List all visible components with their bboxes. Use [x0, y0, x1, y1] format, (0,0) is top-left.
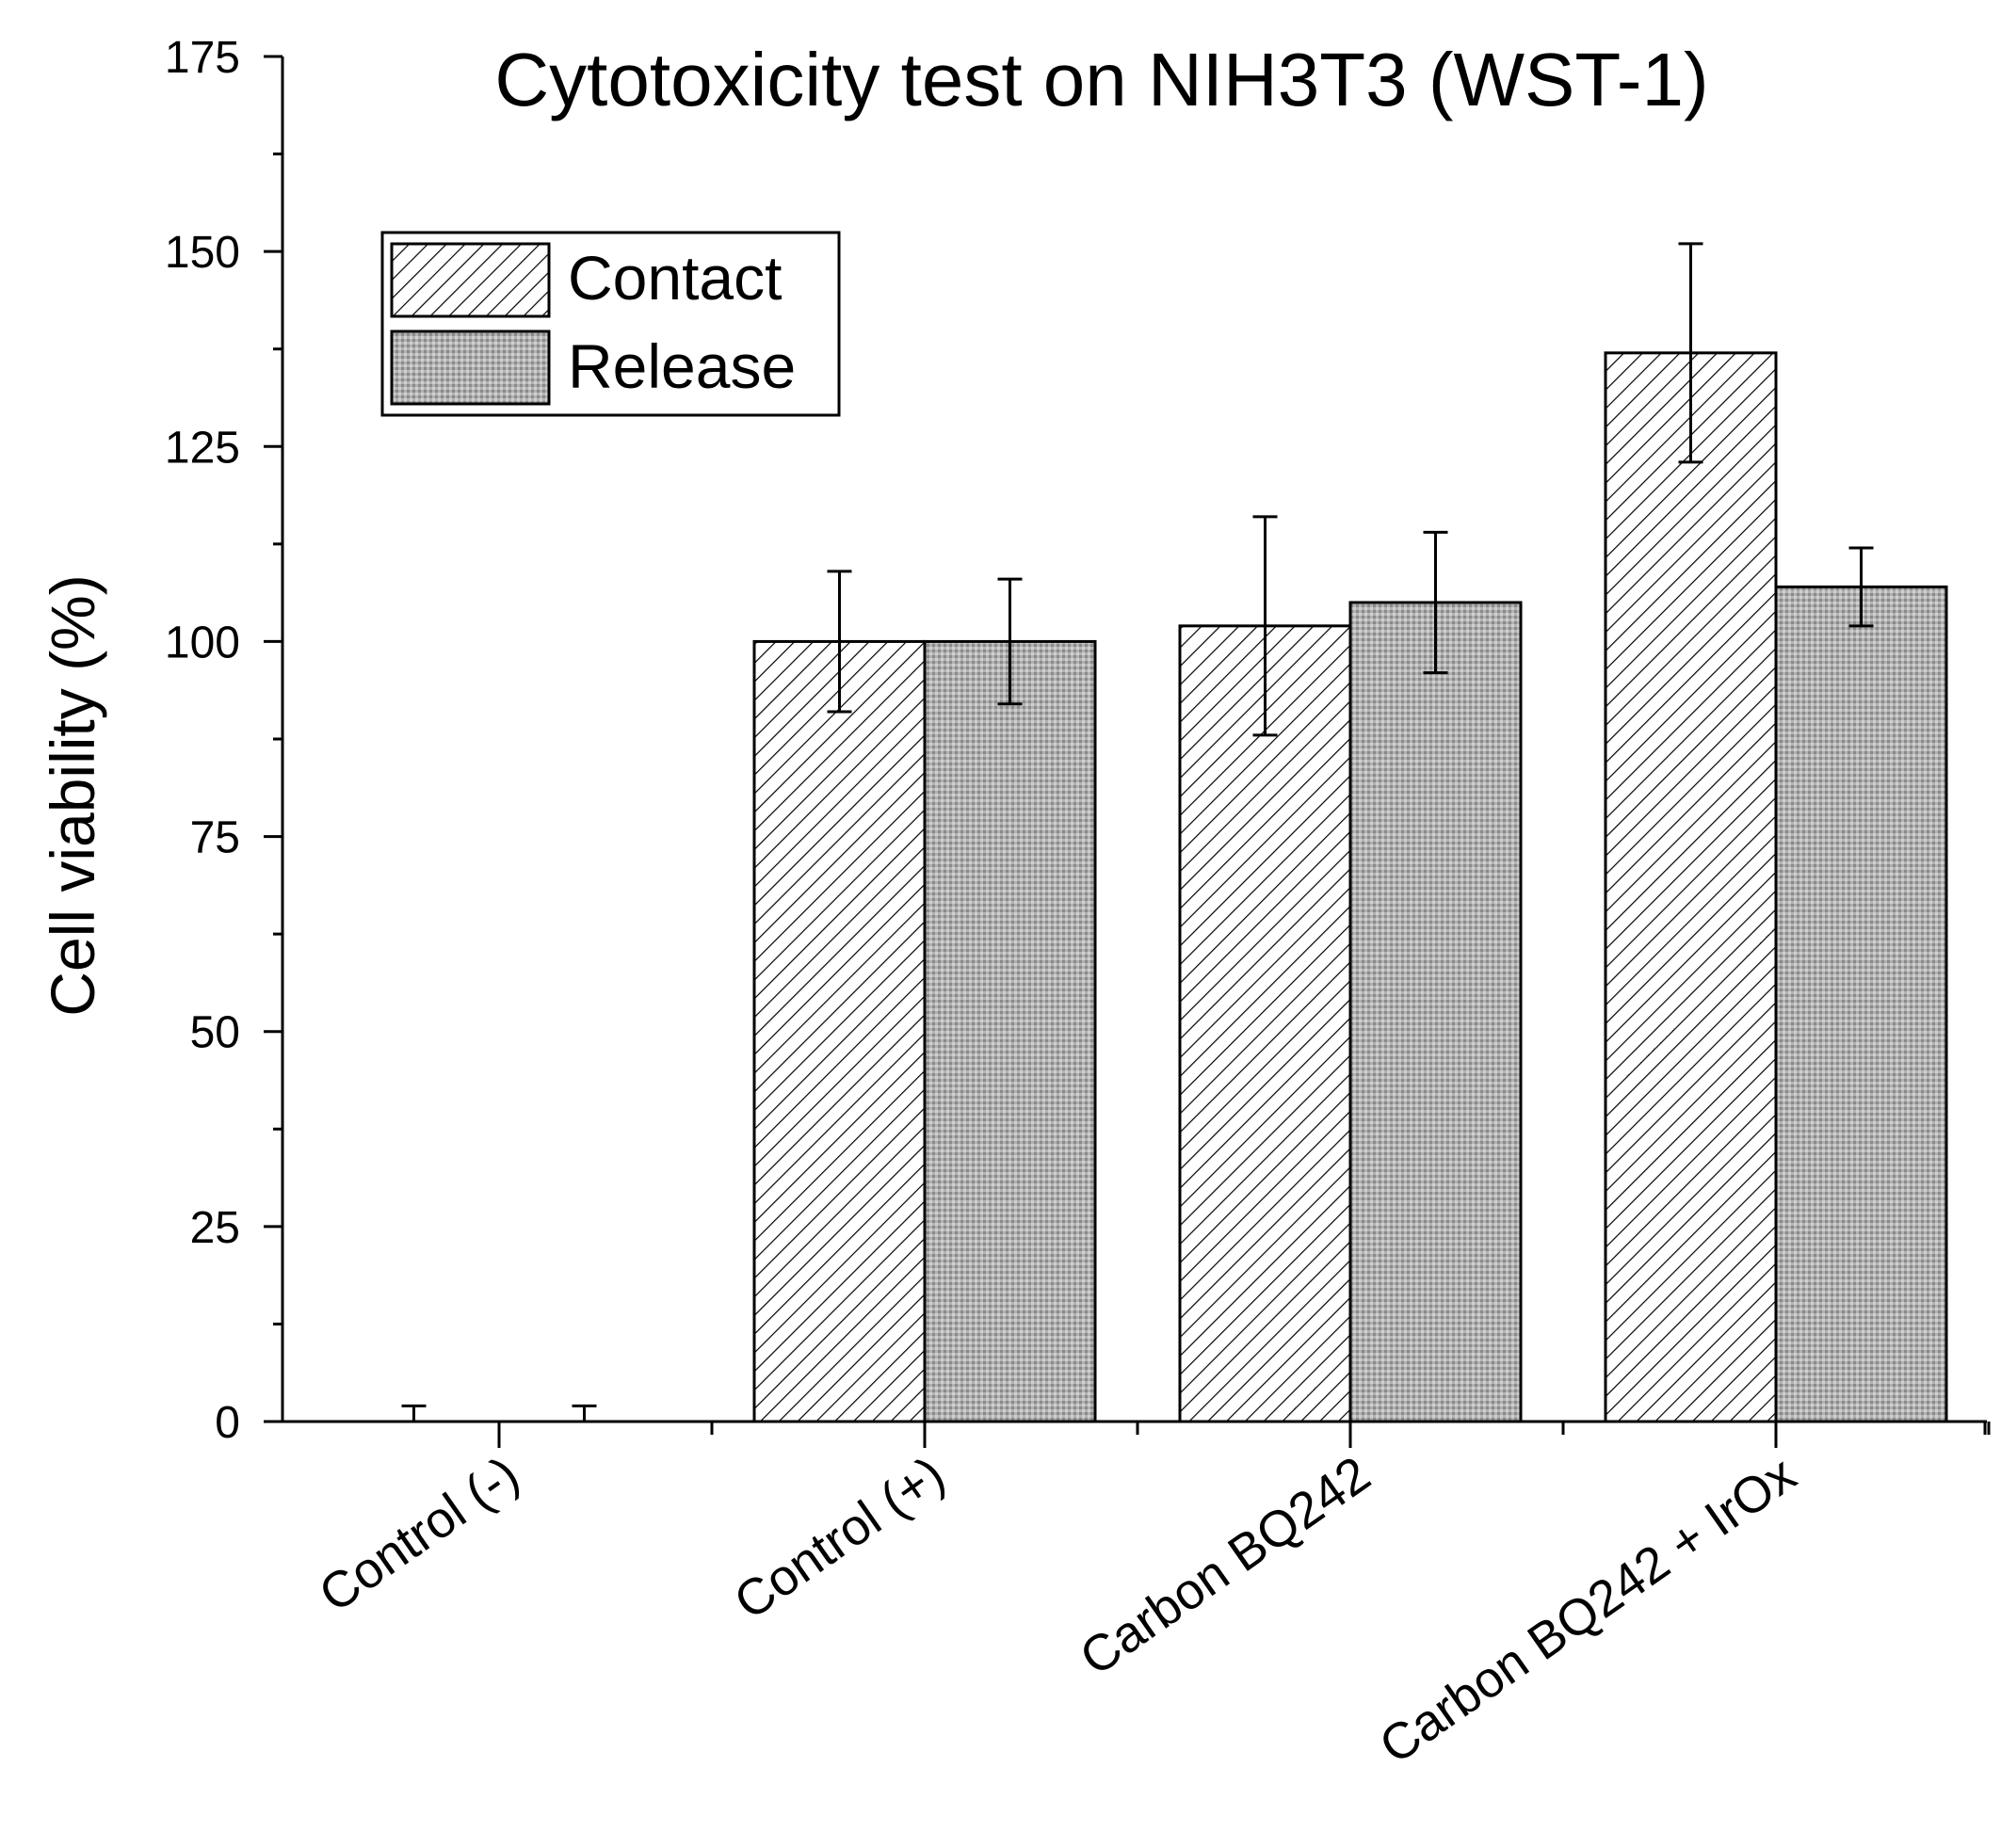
- x-tick-label: Carbon BQ242: [1070, 1446, 1380, 1687]
- y-tick-label: 25: [190, 1203, 240, 1253]
- chart-title: Cytotoxicity test on NIH3T3 (WST-1): [494, 38, 1708, 121]
- error-bars-layer: [401, 242, 1874, 1422]
- bar-release: [923, 639, 1097, 1423]
- y-tick-label: 125: [165, 423, 240, 473]
- legend-swatch-contact: [390, 242, 551, 318]
- bar-release: [1348, 601, 1523, 1423]
- y-tick-label: 50: [190, 1008, 240, 1058]
- y-tick-label: 75: [190, 813, 240, 863]
- y-tick-label: 150: [165, 228, 240, 278]
- legend: Contact Release: [380, 231, 841, 417]
- legend-label-release: Release: [568, 331, 796, 401]
- y-axis-label: Cell viability (%): [38, 574, 107, 1016]
- bar-release: [1774, 585, 1948, 1423]
- y-tick-label: 0: [215, 1398, 240, 1448]
- bars-layer: [752, 351, 1948, 1423]
- y-tick-label: 175: [165, 33, 240, 83]
- bar-contact: [752, 639, 927, 1423]
- x-tick-label: Control (-): [309, 1446, 528, 1624]
- x-tick-label: Carbon BQ242 + IrOx: [1369, 1446, 1805, 1776]
- y-ticks: 0 25 50 75 100 125 150 175: [165, 33, 282, 1448]
- y-tick-label: 100: [165, 618, 240, 667]
- bar-contact: [1604, 351, 1778, 1423]
- x-ticks: Control (-) Control (+) Carbon BQ242Carbon…: [309, 1422, 1991, 1776]
- legend-swatch-release: [390, 329, 551, 406]
- x-tick-label: Control (+): [724, 1446, 955, 1631]
- bar-contact: [1178, 624, 1352, 1423]
- legend-label-contact: Contact: [568, 243, 782, 313]
